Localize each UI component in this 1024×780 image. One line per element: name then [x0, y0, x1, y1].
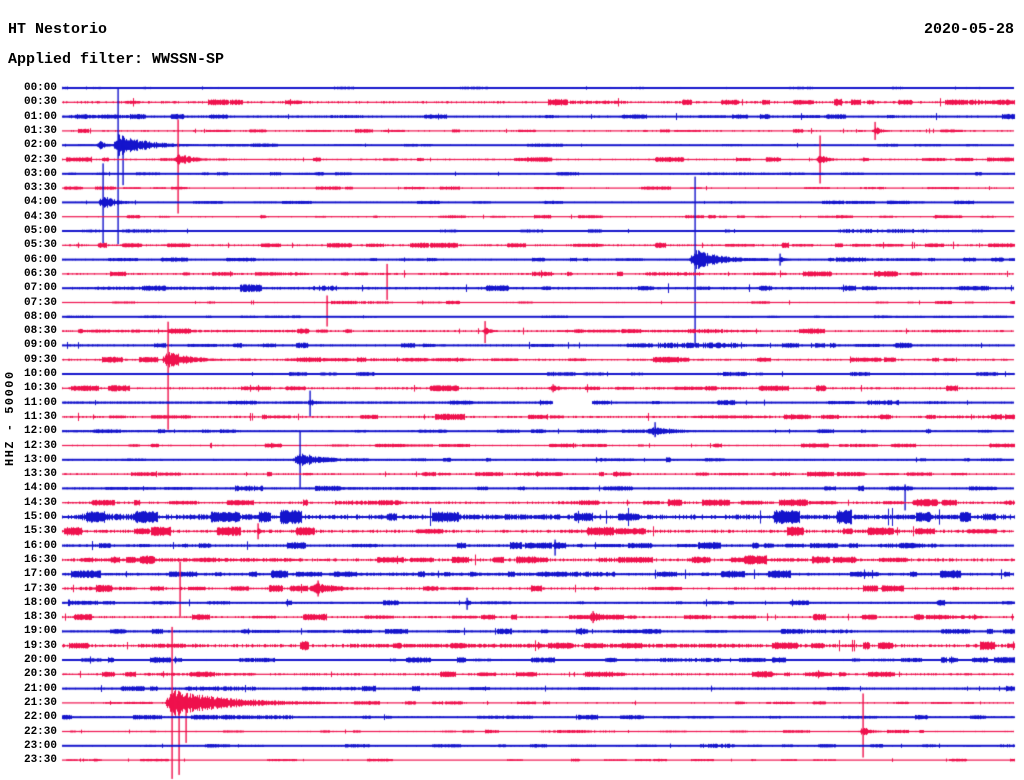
time-label: 12:30 [23, 439, 57, 452]
time-label: 06:00 [23, 253, 57, 266]
time-label: 17:30 [23, 582, 57, 595]
time-label: 20:00 [23, 654, 57, 666]
time-label: 03:00 [23, 167, 57, 180]
time-label: 10:30 [23, 382, 57, 395]
time-label: 11:30 [23, 410, 57, 423]
time-label: 01:00 [23, 110, 57, 123]
filter-label: Applied filter: WWSSN-SP [8, 51, 225, 68]
time-label: 16:00 [23, 539, 57, 552]
time-label: 17:00 [23, 568, 57, 581]
time-label: 15:00 [23, 511, 57, 523]
time-label: 16:30 [23, 553, 57, 566]
date-label: 2020-05-28 [923, 21, 1014, 38]
time-label: 05:30 [23, 239, 57, 252]
time-label: 07:30 [23, 296, 57, 309]
time-label: 13:00 [23, 453, 57, 466]
time-label: 15:30 [23, 525, 57, 538]
time-label: 04:30 [23, 210, 57, 223]
time-label: 19:30 [23, 639, 57, 652]
time-label: 20:30 [23, 668, 57, 681]
time-label: 23:30 [23, 754, 57, 767]
time-label: 22:00 [23, 711, 57, 724]
time-label: 09:30 [23, 353, 57, 366]
time-label: 07:00 [23, 282, 57, 295]
time-label: 18:30 [23, 611, 57, 624]
time-label: 19:00 [23, 625, 57, 638]
time-label: 08:00 [23, 310, 57, 323]
time-label: 14:00 [23, 482, 57, 495]
time-label: 12:00 [23, 425, 57, 438]
time-label: 18:00 [23, 596, 57, 609]
time-label: 13:30 [23, 468, 57, 481]
time-label: 21:30 [23, 696, 57, 709]
time-label: 22:30 [23, 725, 57, 738]
time-label: 04:00 [23, 196, 57, 209]
time-label: 11:00 [23, 396, 57, 409]
station-title: HT Nestorio [8, 21, 108, 38]
time-label: 10:00 [23, 368, 57, 380]
time-label: 21:00 [23, 682, 57, 695]
time-label: 03:30 [23, 182, 57, 195]
time-label: 00:30 [23, 96, 57, 109]
time-label: 02:30 [23, 153, 57, 166]
time-label: 02:00 [23, 139, 57, 152]
time-label: 06:30 [23, 267, 57, 280]
time-label: 23:00 [23, 739, 57, 752]
time-label: 01:30 [23, 124, 57, 137]
time-label: 14:30 [23, 496, 57, 509]
time-label: 08:30 [23, 325, 57, 338]
time-label: 09:00 [23, 339, 57, 352]
time-label: 05:00 [23, 225, 57, 237]
time-label: 00:00 [23, 82, 57, 94]
